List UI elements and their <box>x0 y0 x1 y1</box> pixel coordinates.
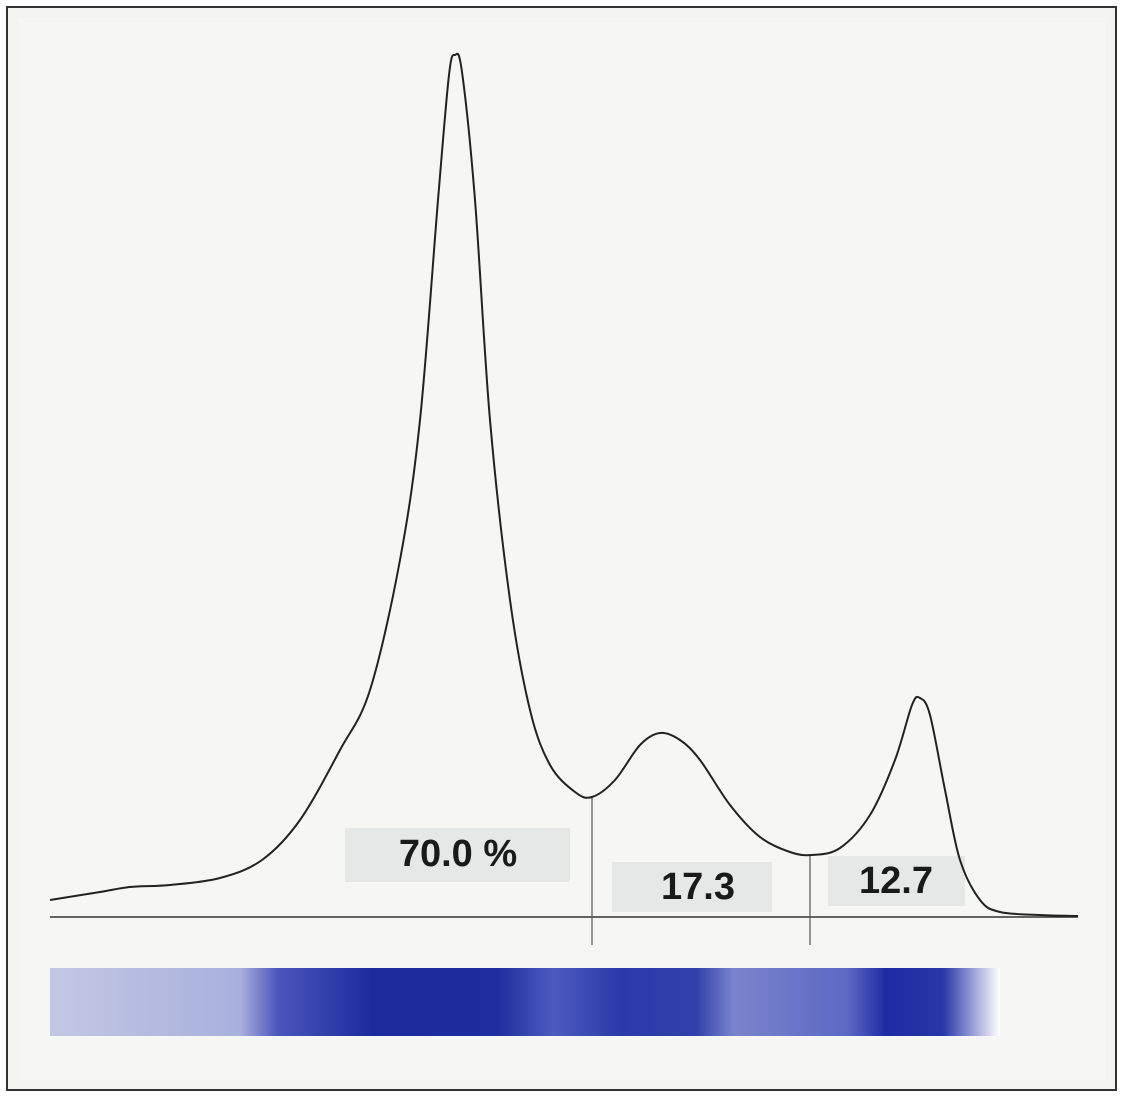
page: {"labels": [{"text": "70.0 %"}, {"text":… <box>0 0 1123 1097</box>
fraction-label: 17.3 <box>661 866 735 908</box>
fraction-label: 12.7 <box>859 860 933 902</box>
fraction-label: 70.0 % <box>399 833 517 875</box>
paper <box>18 18 1105 1080</box>
densitogram: 70.0 % 17.3 12.7 <box>0 0 1123 1097</box>
electrophoresis-band <box>50 968 1000 1036</box>
